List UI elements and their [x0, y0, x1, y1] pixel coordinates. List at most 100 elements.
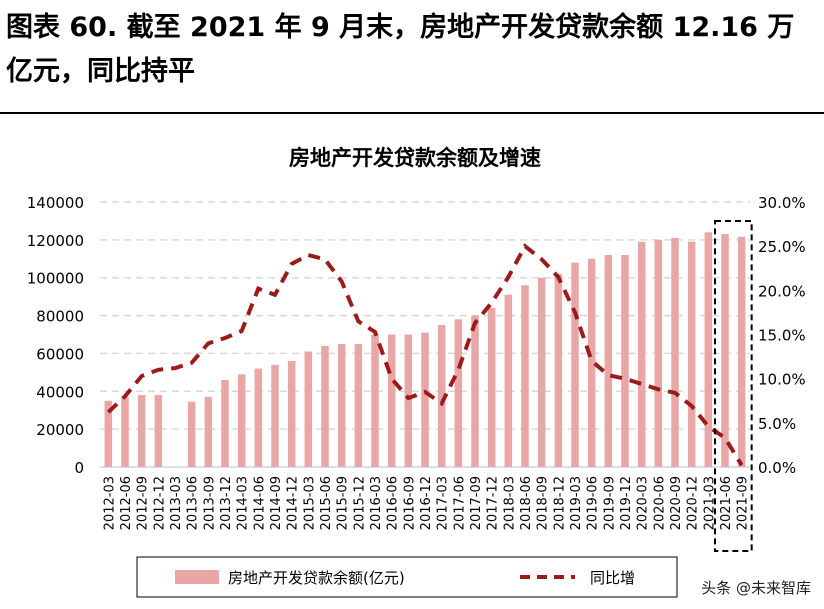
- x-tick-label: 2021-09: [736, 476, 751, 530]
- right-tick-label: 20.0%: [758, 282, 806, 300]
- bar: [437, 325, 446, 467]
- x-tick-label: 2012-12: [152, 476, 167, 530]
- x-tick-label: 2012-06: [119, 476, 134, 530]
- bar: [721, 234, 729, 467]
- left-tick-label: 80000: [36, 308, 84, 326]
- figure-heading: 图表 60. 截至 2021 年 9 月末，房地产开发贷款余额 12.16 万亿…: [6, 12, 795, 87]
- right-tick-label: 10.0%: [758, 371, 806, 389]
- growth-line-series: [106, 243, 744, 467]
- bar: [187, 401, 196, 467]
- x-tick-label: 2018-09: [536, 476, 551, 530]
- x-tick-label: 2014-09: [269, 476, 284, 530]
- bar: [321, 345, 329, 467]
- bar: [587, 258, 596, 467]
- bar: [504, 294, 513, 467]
- bar: [237, 374, 246, 467]
- left-tick-label: 120000: [27, 232, 84, 250]
- bar: [471, 315, 479, 467]
- left-tick-label: 0: [74, 459, 84, 477]
- bar: [104, 400, 113, 467]
- x-tick-label: 2019-12: [619, 476, 634, 530]
- x-tick-label: 2020-03: [636, 476, 651, 530]
- bar: [421, 332, 429, 467]
- bar: [637, 241, 646, 467]
- bar: [121, 396, 129, 467]
- x-tick-label: 2016-09: [402, 476, 417, 530]
- x-tick-label: 2016-06: [386, 476, 401, 530]
- bar: [654, 239, 663, 467]
- legend-bar-label: 房地产开发贷款余额(亿元): [228, 569, 405, 587]
- right-tick-label: 30.0%: [758, 194, 806, 212]
- x-tick-label: 2012-09: [136, 476, 151, 530]
- chart-title: 房地产开发贷款余额及增速: [289, 145, 541, 170]
- bar: [271, 364, 279, 467]
- bar: [371, 334, 379, 467]
- bar: [204, 396, 213, 467]
- x-tick-label: 2021-03: [702, 476, 717, 530]
- bar: [687, 241, 696, 467]
- x-tick-label: 2018-03: [502, 476, 517, 530]
- bar: [521, 285, 529, 467]
- x-tick-label: 2014-06: [252, 476, 267, 530]
- x-tick-label: 2015-09: [336, 476, 351, 530]
- x-tick-label: 2018-06: [519, 476, 534, 530]
- x-tick-label: 2014-12: [286, 476, 301, 530]
- bar: [604, 255, 613, 467]
- bar: [554, 273, 563, 467]
- x-tick-label: 2014-03: [236, 476, 251, 530]
- bar: [571, 262, 579, 467]
- x-tick-label: 2017-12: [486, 476, 501, 530]
- bar: [221, 379, 229, 467]
- bar: [454, 319, 463, 467]
- left-tick-label: 140000: [27, 194, 84, 212]
- x-tick-label: 2013-09: [202, 476, 217, 530]
- bar: [337, 343, 346, 467]
- left-tick-label: 60000: [36, 345, 84, 363]
- x-tick-label: 2016-03: [369, 476, 384, 530]
- x-tick-label: 2020-09: [669, 476, 684, 530]
- legend-box: [136, 556, 678, 598]
- right-axis-ticks: 30.0% 25.0% 20.0% 15.0% 10.0% 5.0% 0.0%: [758, 194, 806, 477]
- bar: [254, 368, 263, 467]
- x-tick-label: 2019-06: [586, 476, 601, 530]
- x-tick-label: 2013-12: [219, 476, 234, 530]
- heading-rule: [0, 112, 824, 114]
- x-tick-label: 2017-09: [469, 476, 484, 530]
- x-tick-label: 2020-12: [686, 476, 701, 530]
- bar: [304, 351, 313, 467]
- bar: [387, 334, 396, 467]
- x-tick-label: 2019-09: [602, 476, 617, 530]
- x-tick-label: 2016-12: [419, 476, 434, 530]
- legend-line-label: 同比增: [590, 569, 635, 587]
- bar: [621, 255, 629, 467]
- bar: [154, 395, 163, 467]
- highlight-box: [714, 220, 753, 552]
- x-tick-label: 2018-12: [552, 476, 567, 530]
- left-tick-label: 40000: [36, 383, 84, 401]
- bar: [137, 395, 146, 467]
- x-tick-label: 2020-06: [652, 476, 667, 530]
- bar: [404, 334, 413, 467]
- x-tick-label: 2019-03: [569, 476, 584, 530]
- left-tick-label: 20000: [36, 421, 84, 439]
- bar: [537, 277, 546, 467]
- bar: [671, 237, 679, 467]
- x-axis-ticks: 2012-03 2012-06 2012-09 2012-12 2013-03 2013-…: [102, 476, 750, 530]
- x-tick-label: 2017-06: [452, 476, 467, 530]
- x-tick-label: 2021-06: [719, 476, 734, 530]
- bar: [287, 361, 296, 467]
- left-axis-ticks: 140000 120000 100000 80000 60000 40000 20000 0: [27, 194, 84, 477]
- x-tick-label: 2015-06: [319, 476, 334, 530]
- bar: [354, 343, 363, 467]
- bar: [487, 308, 496, 467]
- legend-bar-swatch: [175, 570, 219, 584]
- bar-series: [104, 232, 746, 467]
- watermark: 头条 @未来智库: [698, 576, 814, 599]
- bar: [737, 236, 746, 467]
- right-tick-label: 0.0%: [758, 459, 796, 477]
- right-tick-label: 25.0%: [758, 238, 806, 256]
- x-tick-label: 2013-06: [186, 476, 201, 530]
- bar: [704, 232, 713, 467]
- left-tick-label: 100000: [27, 270, 84, 288]
